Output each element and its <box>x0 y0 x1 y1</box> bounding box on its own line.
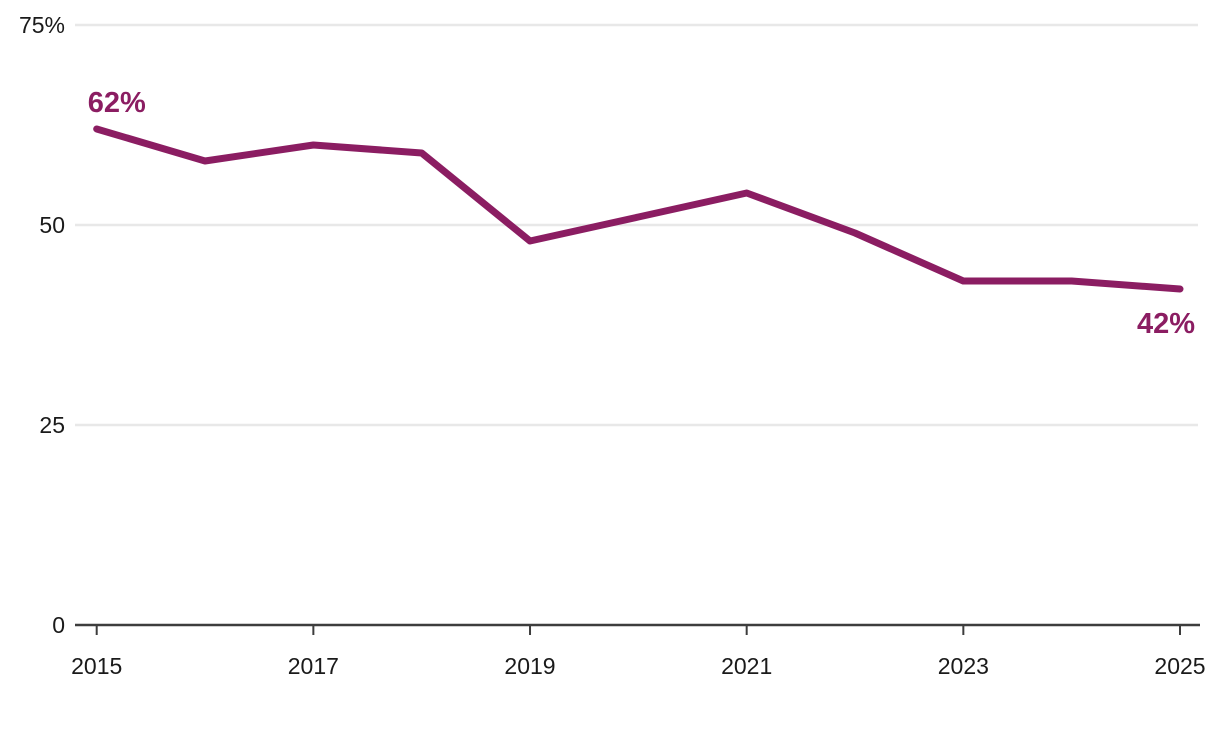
x-tick-label: 2019 <box>504 653 555 679</box>
x-tick-label: 2017 <box>288 653 339 679</box>
x-tick-label: 2025 <box>1154 653 1205 679</box>
y-tick-label: 50 <box>39 212 65 238</box>
first-point-label: 62% <box>88 87 146 119</box>
y-tick-label: 25 <box>39 412 65 438</box>
x-tick-label: 2015 <box>71 653 122 679</box>
x-tick-label: 2023 <box>938 653 989 679</box>
last-point-label: 42% <box>1137 308 1195 340</box>
trend-line <box>93 125 1184 293</box>
y-tick-label: 0 <box>52 612 65 638</box>
y-tick-label: 75% <box>19 12 65 38</box>
x-tick-label: 2021 <box>721 653 772 679</box>
